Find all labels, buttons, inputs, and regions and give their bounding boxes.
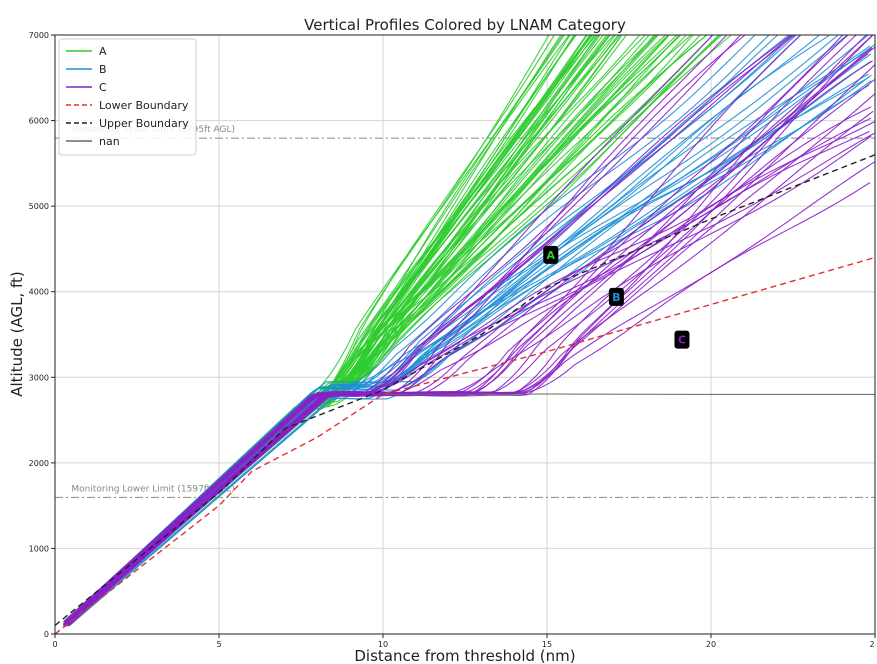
annotation-box: [608, 287, 624, 306]
reference-line-label: Monitoring Lower Limit (1597ft AGL): [71, 484, 234, 494]
x-tick-label: 10: [378, 640, 388, 649]
y-tick-label: 3000: [29, 373, 49, 382]
annotation-label: A: [547, 249, 556, 262]
series-c-profile: [64, 35, 844, 627]
series-c-profile: [63, 132, 875, 625]
annotation-layer: A B C: [543, 245, 690, 349]
annotation-box: [543, 245, 559, 264]
boundary-layer: [55, 154, 875, 634]
y-tick-label: 6000: [29, 117, 49, 126]
y-tick-label: 2000: [29, 459, 49, 468]
legend-label: nan: [99, 135, 120, 148]
y-axis-label: Altitude (AGL, ft): [8, 271, 26, 397]
plot-frame: [54, 34, 876, 635]
legend-label: A: [99, 45, 107, 58]
y-tick-label: 7000: [29, 31, 49, 40]
x-axis-label: Distance from threshold (nm): [354, 647, 575, 664]
legend-label: Lower Boundary: [99, 99, 189, 112]
legend-label: Upper Boundary: [99, 117, 189, 130]
x-tick-label: 2: [869, 640, 874, 649]
upper-boundary-line: [55, 154, 875, 626]
series-b-profile: [69, 35, 802, 627]
series-c-profile: [62, 120, 875, 627]
annotation-label: B: [612, 291, 620, 304]
y-tick-label: 1000: [29, 544, 49, 553]
x-tick-label: 5: [216, 640, 221, 649]
series-c-profile: [64, 35, 792, 623]
annotation-label: C: [678, 334, 686, 347]
x-tick-label: 20: [706, 640, 716, 649]
y-tick-label: 0: [44, 630, 49, 639]
x-tick-label: 15: [542, 640, 552, 649]
legend-box: [58, 38, 197, 156]
x-tick-label: 0: [52, 640, 57, 649]
annotation-box: [674, 330, 690, 349]
legend-label: B: [99, 63, 107, 76]
legend: ABC Lower Boundary Upper Boundary nan: [58, 38, 197, 156]
y-tick-label: 5000: [29, 202, 49, 211]
y-tick-label: 4000: [29, 288, 49, 297]
chart-title: Vertical Profiles Colored by LNAM Catego…: [304, 16, 626, 34]
legend-label: C: [99, 81, 107, 94]
